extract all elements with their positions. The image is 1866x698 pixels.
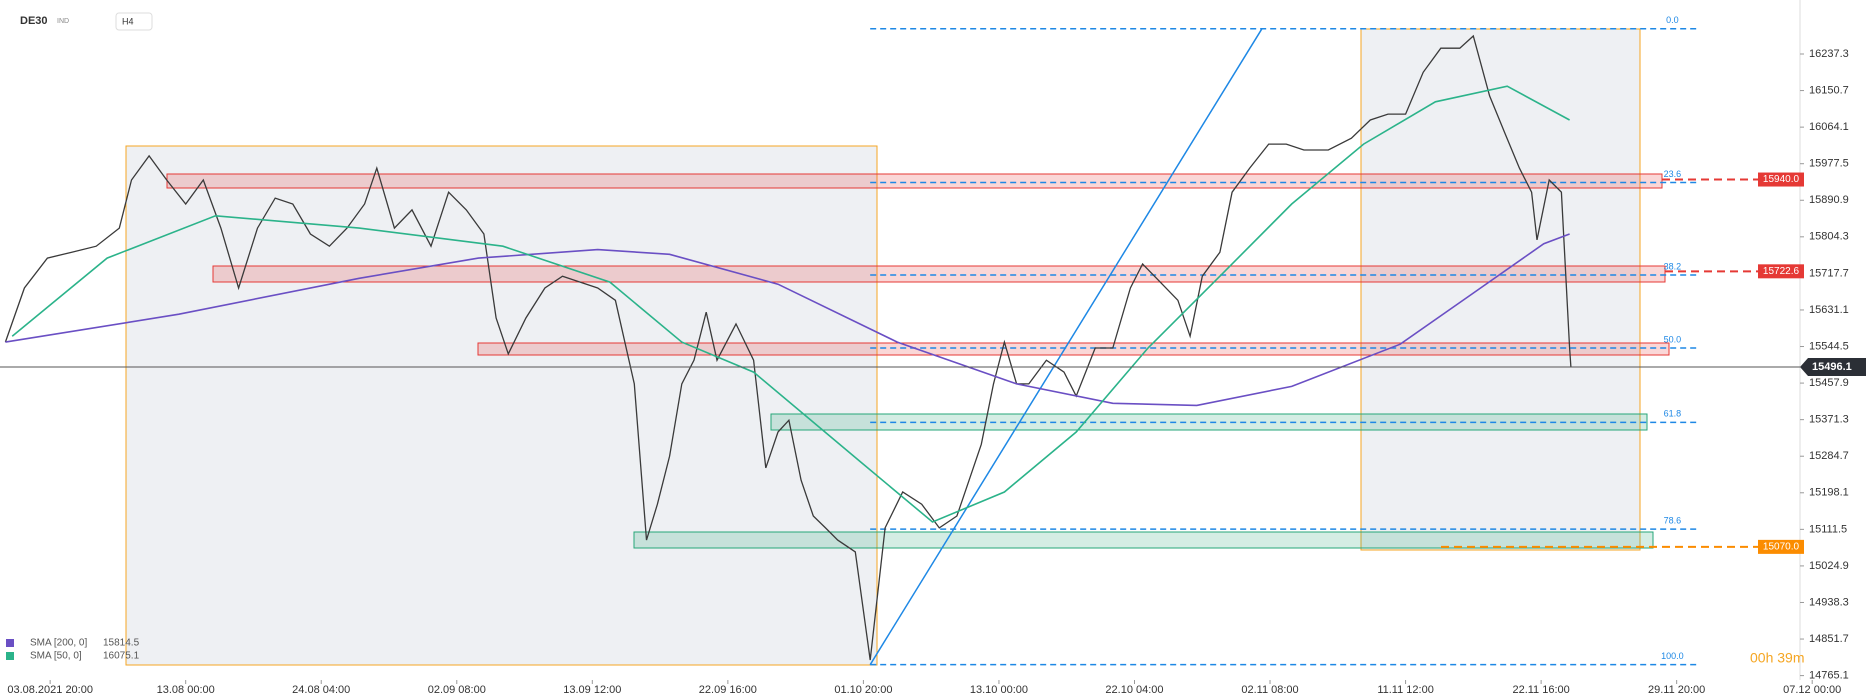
price-level-label: 15940.0 [1763,174,1800,185]
y-tick-label: 14851.7 [1809,633,1849,645]
y-tick-label: 16150.7 [1809,84,1849,96]
price-level-tag [1758,172,1804,187]
legend-name: SMA [50, 0] [30,651,82,662]
x-tick-label: 13.08 00:00 [157,684,215,696]
legend-swatch [6,652,14,660]
last-price-tag [1800,357,1866,376]
range-box [1360,28,1641,551]
fib-level-label: 78.6 [1664,516,1682,526]
y-tick-label: 15544.5 [1809,340,1849,352]
zones [125,28,1670,666]
y-tick-label: 15111.5 [1809,523,1847,535]
x-tick-label: 01.10 20:00 [834,684,892,696]
last-price-label: 15496.1 [1812,361,1852,373]
x-tick-label: 13.10 00:00 [970,684,1028,696]
x-tick-label: 13.09 12:00 [563,684,621,696]
legend-value: 16075.1 [103,651,140,662]
y-tick-label: 16064.1 [1809,121,1849,133]
y-tick-label: 14938.3 [1809,596,1849,608]
price-level-label: 15722.6 [1763,266,1800,277]
x-tick-label: 24.08 04:00 [292,684,350,696]
y-tick-label: 15024.9 [1809,560,1849,572]
x-tick-label: 07.12 00:00 [1783,684,1841,696]
x-tick-label: 02.09 08:00 [428,684,486,696]
fib-level-label: 50.0 [1664,334,1682,344]
y-tick-label: 15890.9 [1809,194,1849,206]
y-tick-label: 16237.3 [1809,48,1849,60]
x-tick-label: 22.10 04:00 [1105,684,1163,696]
x-tick-label: 29.11 20:00 [1648,684,1705,696]
bar-timer: 00h 39m [1750,650,1804,666]
x-tick-label: 11.11 12:00 [1377,684,1433,696]
resistance-zone [212,265,1666,283]
x-tick-label: 02.11 08:00 [1241,684,1298,696]
price-level-label: 15070.0 [1763,542,1800,553]
market: IND [57,18,69,25]
support-zone [770,413,1648,431]
fib-level-label: 0.0 [1666,15,1679,25]
x-tick-label: 22.11 16:00 [1512,684,1569,696]
timeframe-button[interactable] [115,12,153,31]
support-zone [633,531,1654,549]
price-level-tag [1758,264,1804,279]
fib-trend-line [869,28,1263,666]
y-tick-label: 14765.1 [1809,670,1849,682]
resistance-zone [166,173,1663,189]
resistance-zone [477,342,1670,356]
y-tick-label: 15977.5 [1809,158,1849,170]
fib-level-label: 100.0 [1661,651,1684,661]
legend-name: SMA [200, 0] [30,638,87,649]
fib-level-label: 61.8 [1664,409,1682,419]
legend-value: 15814.5 [103,638,140,649]
timeframe[interactable]: H4 [122,16,134,26]
x-tick-label: 03.08.2021 20:00 [7,684,93,696]
range-box [125,145,878,666]
symbol: DE30 [20,15,48,27]
price-level-tag [1758,539,1804,554]
sma-line [11,85,1570,523]
y-tick-label: 15631.1 [1809,304,1849,316]
y-tick-label: 15804.3 [1809,231,1849,243]
y-tick-label: 15284.7 [1809,450,1849,462]
x-tick-label: 22.09 16:00 [699,684,757,696]
fib-level-label: 38.2 [1664,261,1682,271]
y-tick-label: 15198.1 [1809,487,1849,499]
sma-line [5,233,1570,407]
price-line [4,34,1572,661]
y-tick-label: 15717.7 [1809,267,1849,279]
y-tick-label: 15371.3 [1809,414,1849,426]
legend-swatch [6,639,14,647]
y-tick-label: 15457.9 [1809,377,1849,389]
fib-level-label: 23.6 [1664,169,1682,179]
